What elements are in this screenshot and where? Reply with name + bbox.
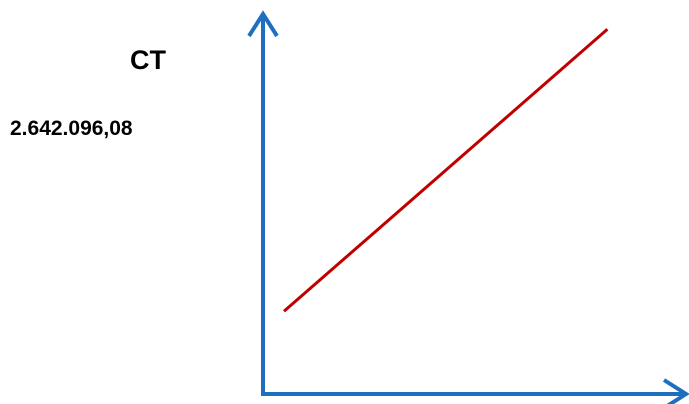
series-line — [283, 28, 609, 313]
y-axis-title: CT — [130, 45, 166, 75]
y-axis-arrow-icon — [247, 10, 279, 38]
x-axis-arrow-icon — [662, 378, 689, 404]
value-annotation: 2.642.096,08 — [10, 117, 133, 140]
